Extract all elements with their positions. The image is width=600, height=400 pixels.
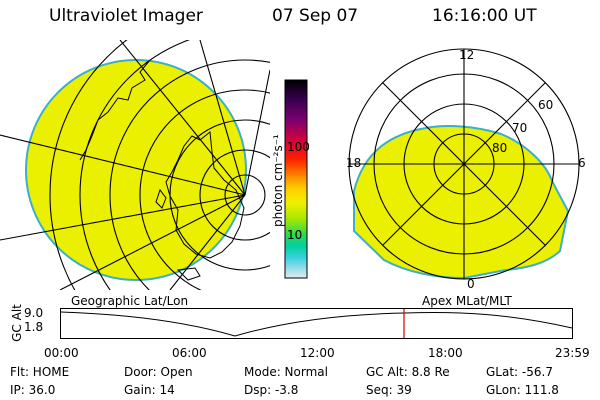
door-status: Door: Open bbox=[124, 365, 193, 379]
altitude-tick-1-8: 1.8 bbox=[24, 320, 44, 334]
mlt-label-18: 18 bbox=[346, 156, 362, 170]
colorbar-tick-100: 100 bbox=[287, 140, 310, 154]
mlt-label-0: 0 bbox=[467, 277, 475, 291]
apex-polar-panel bbox=[348, 48, 580, 280]
altitude-tick-9: 9.0 bbox=[24, 306, 44, 320]
time-tick-2359: 23:59 bbox=[555, 346, 590, 360]
sequence-number: Seq: 39 bbox=[366, 383, 412, 397]
flight-status: Flt: HOME bbox=[10, 365, 70, 379]
mlt-label-12: 12 bbox=[459, 48, 475, 62]
colorbar-tick-10: 10 bbox=[287, 228, 303, 242]
altitude-plot bbox=[60, 308, 573, 339]
altitude-curve bbox=[60, 311, 573, 337]
time-tick-1800: 18:00 bbox=[428, 346, 463, 360]
colorbar-gradient bbox=[284, 79, 308, 279]
mlat-label-80: 80 bbox=[492, 141, 508, 155]
mlat-label-60: 60 bbox=[538, 98, 554, 112]
altitude-plot-frame bbox=[60, 308, 573, 339]
mlat-label-70: 70 bbox=[512, 121, 528, 135]
geographic-image-panel bbox=[0, 40, 270, 290]
time-tick-1200: 12:00 bbox=[300, 346, 335, 360]
instrument-title: Ultraviolet Imager bbox=[49, 6, 203, 26]
colorbar bbox=[284, 79, 308, 279]
ip-value: IP: 36.0 bbox=[10, 383, 56, 397]
time-label: 16:16:00 UT bbox=[432, 6, 537, 26]
geo-longitude: GLon: 111.8 bbox=[486, 383, 559, 397]
gc-altitude: GC Alt: 8.8 Re bbox=[366, 365, 450, 379]
mode-status: Mode: Normal bbox=[244, 365, 328, 379]
polar-grid bbox=[348, 48, 580, 280]
right-panel-caption: Apex MLat/MLT bbox=[422, 294, 512, 308]
date-label: 07 Sep 07 bbox=[272, 6, 359, 26]
colorbar-unit-label: photon cm⁻²s⁻¹ bbox=[271, 134, 285, 227]
gain-value: Gain: 14 bbox=[124, 383, 175, 397]
altitude-axis-label: GC Alt bbox=[10, 304, 24, 342]
geo-latitude: GLat: -56.7 bbox=[486, 365, 553, 379]
dsp-value: Dsp: -3.8 bbox=[244, 383, 299, 397]
mlt-label-6: 6 bbox=[578, 156, 586, 170]
coastlines bbox=[79, 59, 245, 281]
time-tick-0600: 06:00 bbox=[172, 346, 207, 360]
polar-image-region bbox=[353, 125, 570, 280]
time-tick-0000: 00:00 bbox=[44, 346, 79, 360]
earth-disk-image bbox=[25, 59, 247, 281]
left-panel-caption: Geographic Lat/Lon bbox=[71, 294, 189, 308]
